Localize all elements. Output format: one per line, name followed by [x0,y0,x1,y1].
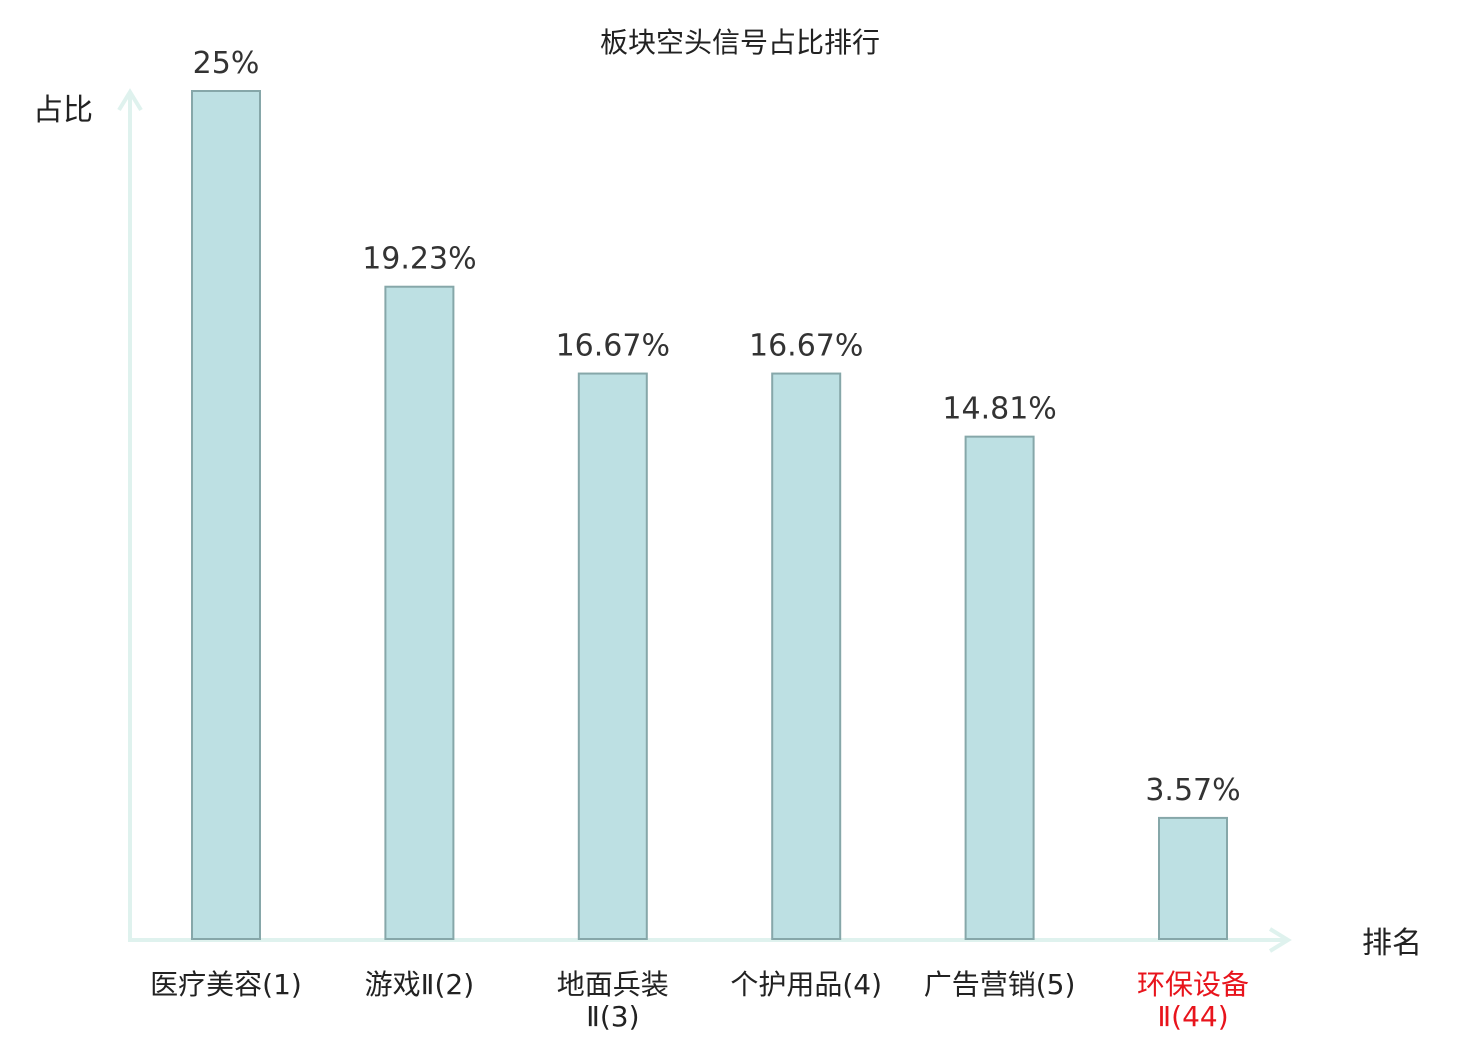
x-tick-label: 个护用品(4) [730,968,882,1001]
bar [964,435,1035,940]
data-label: 14.81% [942,392,1056,427]
data-label: 19.23% [362,242,476,277]
x-tick-label: Ⅱ(3) [586,1000,639,1033]
x-tick-label: 地面兵装 [557,968,669,1001]
bar [577,372,648,940]
bars-group [191,90,1228,941]
x-axis-label: 排名 [1362,926,1422,961]
bar [1158,816,1228,940]
x-tick-label: Ⅱ(44) [1157,1000,1228,1033]
data-label: 16.67% [749,329,863,364]
x-tick-label: 医疗美容(1) [150,968,302,1001]
bar [771,372,842,940]
bar [384,285,455,941]
x-tick-label: 环保设备 [1137,968,1249,1001]
value-labels-group: 25% 19.23% 16.67% 16.67% 14.81% 3.57% [193,46,1241,808]
x-axis [128,927,1292,953]
x-tick-label: 广告营销(5) [924,968,1076,1001]
y-axis-label: 占比 [33,93,93,128]
x-tick-label: 游戏Ⅱ(2) [365,968,474,1001]
data-label: 3.57% [1145,773,1240,808]
data-label: 25% [193,46,260,81]
data-label: 16.67% [556,329,670,364]
bar [191,90,261,940]
chart-title: 板块空头信号占比排行 [600,26,880,59]
y-axis [117,88,143,940]
